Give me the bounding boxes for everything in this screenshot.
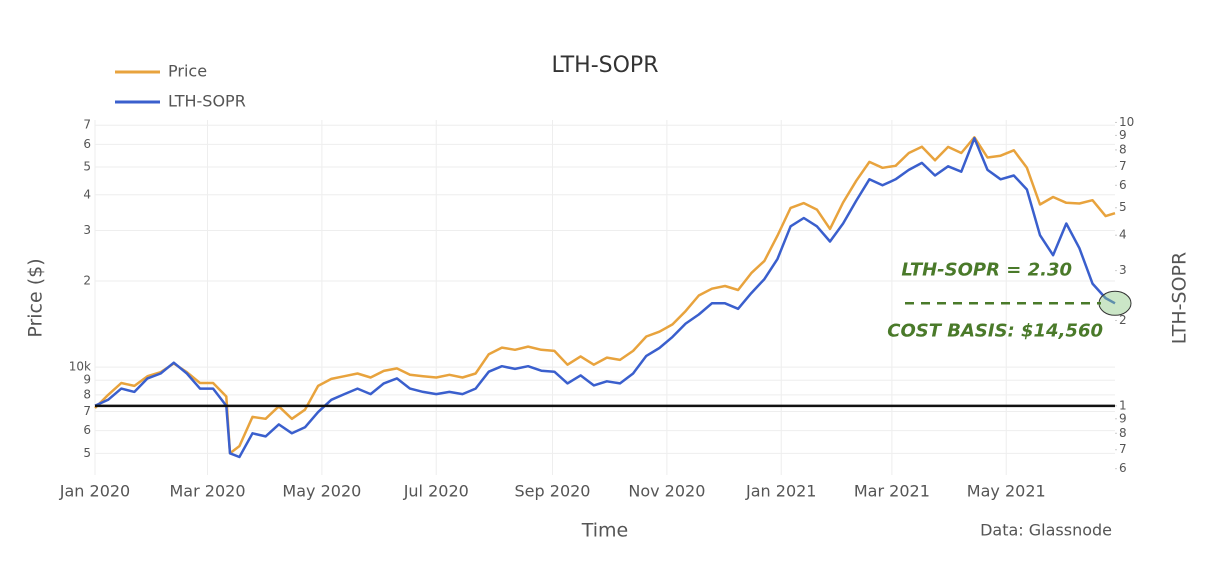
y-tick-label: 6 bbox=[83, 423, 91, 437]
y-tick-label: 5 bbox=[83, 160, 91, 174]
source-note: Data: Glassnode bbox=[980, 521, 1112, 540]
y-tick-label: 7 bbox=[83, 404, 91, 418]
legend-label: LTH-SOPR bbox=[168, 92, 246, 111]
y-tick-label: 9 bbox=[83, 373, 91, 387]
y-tick-label: 5 bbox=[83, 446, 91, 460]
series-line bbox=[94, 136, 1116, 455]
y2-tick-label: 7 bbox=[1119, 442, 1127, 456]
y-axis-label: Price ($) bbox=[25, 258, 47, 337]
y-tick-label: 3 bbox=[83, 223, 91, 237]
x-tick-label: May 2021 bbox=[967, 482, 1046, 501]
y2-tick-label: 5 bbox=[1119, 200, 1127, 214]
y2-tick-label: 8 bbox=[1119, 142, 1127, 156]
x-tick-label: May 2020 bbox=[282, 482, 361, 501]
y2-tick-label: 1 bbox=[1119, 398, 1127, 412]
x-tick-label: Mar 2021 bbox=[854, 482, 930, 501]
y-tick-label: 7 bbox=[83, 118, 91, 132]
y-tick-label: 2 bbox=[83, 273, 91, 287]
y2-tick-label: 6 bbox=[1119, 178, 1127, 192]
y2-axis-label: LTH-SOPR bbox=[1169, 252, 1191, 344]
y-tick-label: 6 bbox=[83, 137, 91, 151]
annotation: COST BASIS: $14,560 bbox=[887, 320, 1103, 341]
annotation: LTH-SOPR = 2.30 bbox=[901, 259, 1072, 280]
x-tick-label: Jul 2020 bbox=[403, 482, 469, 501]
series-line bbox=[94, 136, 1116, 459]
y2-tick-label: 7 bbox=[1119, 159, 1127, 173]
y2-tick-label: 4 bbox=[1119, 228, 1127, 242]
chart-title: LTH-SOPR bbox=[552, 53, 659, 78]
y2-tick-label: 2 bbox=[1119, 313, 1127, 327]
x-tick-label: Jan 2020 bbox=[59, 482, 130, 501]
x-axis-label: Time bbox=[581, 520, 629, 542]
y-tick-label: 8 bbox=[83, 387, 91, 401]
y-tick-label: 4 bbox=[83, 187, 91, 201]
y2-tick-label: 3 bbox=[1119, 263, 1127, 277]
y2-tick-label: 9 bbox=[1119, 411, 1127, 425]
y2-tick-label: 10 bbox=[1119, 115, 1134, 129]
highlight-ellipse bbox=[1098, 290, 1132, 316]
x-tick-label: Jan 2021 bbox=[745, 482, 816, 501]
y2-tick-label: 8 bbox=[1119, 426, 1127, 440]
x-tick-label: Sep 2020 bbox=[515, 482, 591, 501]
legend-label: Price bbox=[168, 62, 207, 81]
x-tick-label: Mar 2020 bbox=[170, 482, 246, 501]
y2-tick-label: 9 bbox=[1119, 128, 1127, 142]
y2-tick-label: 6 bbox=[1119, 461, 1127, 475]
y-tick-label: 10k bbox=[69, 360, 91, 374]
x-tick-label: Nov 2020 bbox=[628, 482, 705, 501]
